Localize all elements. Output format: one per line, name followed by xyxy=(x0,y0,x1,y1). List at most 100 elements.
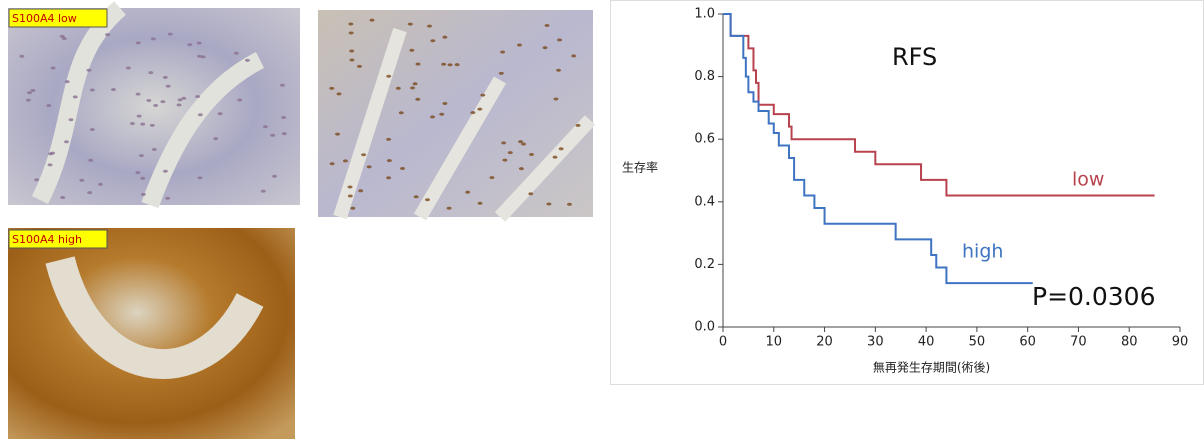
nucleus xyxy=(398,111,404,115)
nucleus xyxy=(409,48,415,52)
nucleus xyxy=(507,151,513,155)
image-label-box xyxy=(8,229,108,249)
nucleus xyxy=(366,165,372,169)
y-tick-label: 1.0 xyxy=(694,7,715,22)
nucleus xyxy=(349,58,355,62)
nucleus xyxy=(50,151,56,155)
nucleus xyxy=(270,133,276,137)
nucleus xyxy=(136,114,142,118)
nucleus xyxy=(50,66,56,70)
nucleus xyxy=(110,88,116,92)
nucleus xyxy=(441,62,447,66)
nucleus xyxy=(260,189,266,193)
nucleus xyxy=(430,115,436,119)
nucleus xyxy=(146,98,152,102)
nucleus xyxy=(439,112,445,116)
nucleus xyxy=(47,163,53,167)
nucleus xyxy=(477,107,483,111)
y-tick-label: 0.4 xyxy=(694,194,715,209)
nucleus xyxy=(197,176,203,180)
nucleus xyxy=(129,122,135,126)
nucleus xyxy=(60,196,66,200)
chart: 0.0 0.2 0.4 0.6 0.8 1.0 0 10 20 30 40 50 60 70 80 90 無再発… xyxy=(622,7,1188,375)
nucleus xyxy=(153,103,159,107)
nucleus xyxy=(413,195,419,199)
nucleus xyxy=(498,71,504,75)
nucleus xyxy=(329,86,335,90)
nucleus xyxy=(442,101,448,105)
series-label: high xyxy=(962,241,1003,263)
nucleus xyxy=(571,54,577,58)
image-texture xyxy=(31,1,265,209)
nucleus xyxy=(165,196,171,200)
nucleus xyxy=(335,132,341,136)
nucleus xyxy=(546,202,552,206)
nucleus xyxy=(349,49,355,53)
nucleus xyxy=(386,176,392,180)
image-label: S100A4 high xyxy=(12,233,82,246)
nucleus xyxy=(196,54,202,58)
x-tick-label: 90 xyxy=(1172,335,1189,350)
x-tick-label: 50 xyxy=(969,335,986,350)
nucleus xyxy=(105,33,111,37)
nucleus xyxy=(557,38,563,42)
nucleus xyxy=(329,162,335,166)
nucleus xyxy=(244,58,250,62)
nucleus xyxy=(518,167,524,171)
nucleus xyxy=(181,96,187,100)
nucleus xyxy=(160,100,166,104)
nucleus xyxy=(544,24,550,28)
nucleus xyxy=(575,123,581,127)
nucleus xyxy=(361,153,367,157)
x-tick-label: 10 xyxy=(766,335,783,350)
nucleus xyxy=(196,41,202,45)
nucleus xyxy=(410,86,416,90)
nucleus xyxy=(272,174,278,178)
nucleus xyxy=(64,80,70,84)
nucleus xyxy=(135,171,141,175)
nucleus xyxy=(350,206,356,210)
y-tick-label: 0.6 xyxy=(694,132,715,147)
nucleus xyxy=(528,152,534,156)
nucleus xyxy=(30,88,36,92)
nucleus xyxy=(176,103,182,107)
nucleus xyxy=(162,75,168,79)
nucleus xyxy=(386,159,392,163)
nucleus xyxy=(558,147,564,151)
nucleus xyxy=(424,198,430,202)
nucleus xyxy=(454,63,460,67)
x-tick-label: 60 xyxy=(1019,335,1036,350)
nucleus xyxy=(281,132,287,136)
series-label: low xyxy=(1072,169,1104,191)
histology-image xyxy=(318,10,593,217)
nucleus xyxy=(347,194,353,198)
nucleus xyxy=(518,140,524,144)
nucleus xyxy=(140,192,146,196)
image-texture xyxy=(45,256,264,379)
nucleus xyxy=(165,84,171,88)
y-tick-label: 0.8 xyxy=(694,69,715,84)
nucleus xyxy=(358,189,364,193)
nucleus xyxy=(87,191,93,195)
nucleus xyxy=(19,54,25,58)
nucleus xyxy=(279,83,285,87)
image-label-box xyxy=(8,8,108,28)
nucleus xyxy=(63,140,69,144)
x-tick-label: 20 xyxy=(816,335,833,350)
nucleus xyxy=(489,176,495,180)
nucleus xyxy=(262,125,268,129)
nucleus xyxy=(46,104,52,108)
nucleus xyxy=(501,141,507,145)
nucleus xyxy=(342,159,348,163)
x-tick-label: 70 xyxy=(1070,335,1087,350)
nucleus xyxy=(386,137,392,141)
nucleus xyxy=(151,147,157,151)
nucleus xyxy=(125,66,131,70)
nucleus xyxy=(34,178,40,182)
nucleus xyxy=(150,37,156,41)
nucleus xyxy=(386,74,392,78)
nucleus xyxy=(553,97,559,101)
nucleus xyxy=(407,22,413,26)
